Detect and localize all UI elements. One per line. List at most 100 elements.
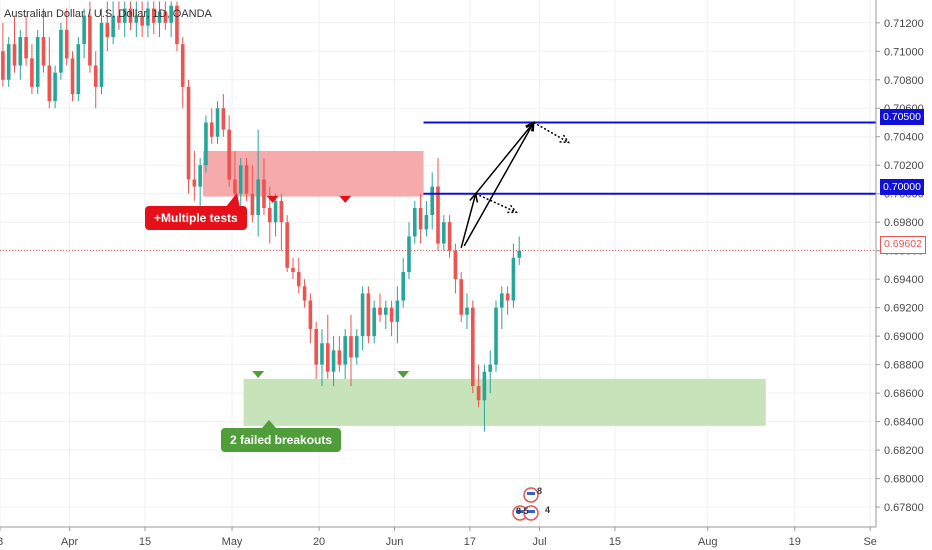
candle-body: [407, 236, 411, 273]
candle-body: [227, 129, 231, 180]
candle-body: [494, 307, 498, 365]
x-tick-label: Se: [863, 536, 876, 548]
candle-body: [412, 207, 417, 237]
candle-body: [302, 286, 307, 301]
candle-body: [64, 29, 69, 59]
x-tick-label: Aug: [698, 536, 718, 548]
badge-pointer: [225, 193, 240, 208]
candle-body: [175, 5, 179, 45]
candle-body: [442, 222, 446, 244]
candle-body: [349, 336, 353, 358]
badge-pointer: [262, 420, 276, 428]
candle-body: [383, 307, 388, 315]
x-tick-label: Apr: [61, 536, 78, 548]
overlays: 8 8 5 4: [225, 120, 571, 521]
candle-body: [157, 11, 162, 23]
candle-body: [209, 122, 214, 137]
x-tick-label: May: [222, 536, 243, 548]
candle-body: [134, 15, 139, 23]
candle-body: [476, 385, 481, 401]
event-flag-icon: [516, 510, 524, 513]
candle-body: [180, 44, 185, 87]
candle-body: [459, 279, 464, 315]
y-tick-label: 0.70200: [884, 160, 924, 172]
projection-arrow: [463, 122, 535, 247]
x-tick-label: 8: [0, 536, 3, 548]
candle-body: [128, 8, 133, 23]
candle-body: [372, 307, 376, 337]
candle-body: [488, 364, 493, 372]
candle-body: [221, 108, 226, 130]
candle-body: [140, 15, 144, 26]
candle-body: [500, 293, 504, 308]
candle-body: [12, 44, 17, 66]
candle-body: [279, 200, 284, 223]
candle-body: [354, 336, 359, 358]
y-tick-label: 0.68000: [884, 474, 924, 486]
event-count: 8: [537, 486, 542, 496]
price-tag-level-low: 0.70000: [880, 179, 924, 195]
y-tick-label: 0.68600: [884, 388, 924, 400]
candle-body: [99, 22, 104, 87]
triangle-marker: [266, 195, 279, 203]
price-tag-current: 0.69602: [880, 236, 926, 254]
candle-body: [105, 22, 110, 38]
candle-body: [262, 179, 266, 208]
arrow-head: [559, 134, 571, 144]
candle-body: [250, 193, 255, 216]
y-tick-label: 0.69400: [884, 274, 924, 286]
candle-body: [325, 343, 330, 372]
y-tick-label: 0.69200: [884, 303, 924, 315]
x-tick-label: 20: [313, 536, 325, 548]
candle-body: [198, 165, 202, 187]
failed-breakouts-badge[interactable]: 2 failed breakouts: [221, 428, 342, 452]
candle-body: [320, 343, 324, 365]
candle-body: [471, 307, 475, 386]
candle-body: [511, 257, 516, 301]
candle-body: [35, 37, 40, 87]
multiple-tests-badge[interactable]: +Multiple tests: [145, 206, 247, 230]
candle-body: [418, 207, 423, 230]
candle-body: [447, 222, 452, 251]
y-tick-label: 0.71000: [884, 46, 924, 58]
x-tick-label: Jun: [386, 536, 404, 548]
chart-title: Australian Dollar / U.S. Dollar, 1D, OAN…: [4, 8, 213, 20]
support-zone: [243, 378, 766, 426]
projection-arrow: [460, 193, 477, 249]
candle-body: [233, 179, 237, 194]
event-flag-icon: [527, 492, 535, 495]
candle-body: [308, 300, 313, 330]
candle-body: [59, 29, 63, 73]
x-tick-label: 17: [464, 536, 476, 548]
candle-body: [424, 215, 429, 230]
candle-body: [111, 15, 115, 38]
y-tick-label: 0.70800: [884, 75, 924, 87]
candle-body: [1, 51, 5, 80]
candle-body: [18, 37, 23, 66]
triangle-marker: [252, 371, 265, 379]
price-tag-level-high: 0.70500: [880, 109, 924, 125]
candle-body: [430, 186, 434, 216]
candle-body: [285, 222, 289, 268]
candle-body: [291, 267, 295, 273]
y-tick-label: 0.69800: [884, 217, 924, 229]
candle-body: [366, 293, 371, 337]
candle-body: [47, 65, 52, 102]
candle-body: [517, 250, 522, 258]
candle-body: [41, 37, 46, 66]
candle-body: [117, 15, 121, 23]
x-tick-label: 19: [789, 536, 801, 548]
candle-body: [244, 165, 249, 194]
candle-body: [337, 350, 342, 365]
event-flag-icon: [527, 510, 535, 513]
candle-body: [192, 179, 197, 187]
y-tick-label: 0.70400: [884, 132, 924, 144]
event-count: 4: [545, 505, 550, 515]
levels: [0, 121, 876, 251]
candle-body: [389, 307, 394, 322]
y-tick-label: 0.67800: [884, 502, 924, 514]
candle-body: [395, 300, 400, 322]
candle-body: [151, 8, 156, 23]
